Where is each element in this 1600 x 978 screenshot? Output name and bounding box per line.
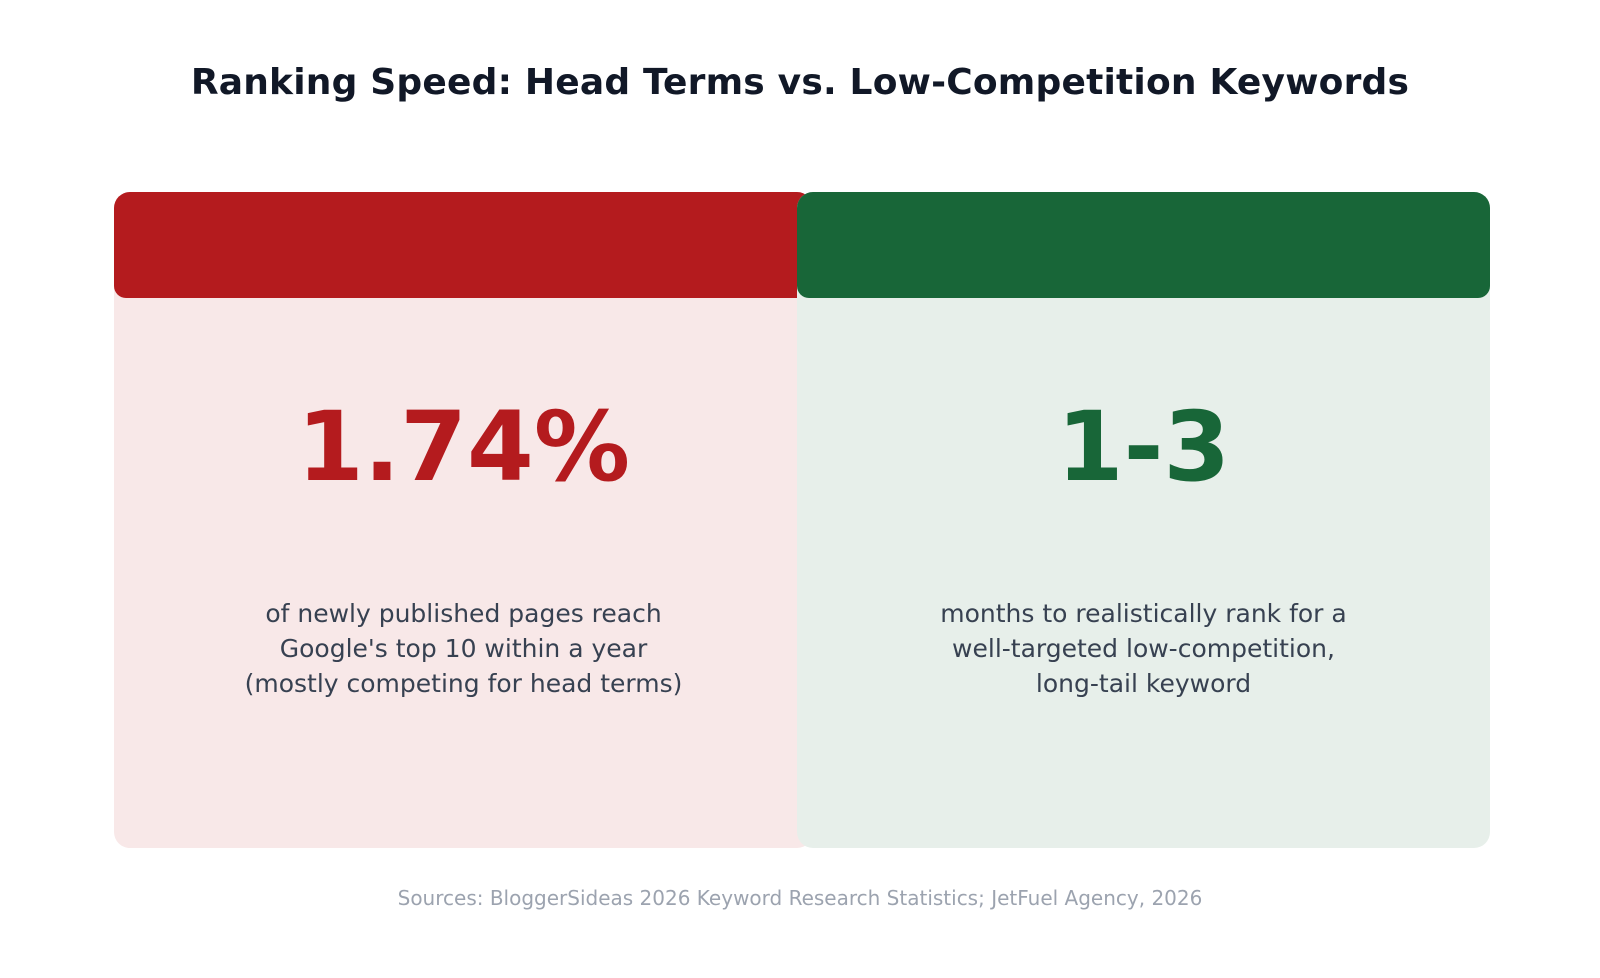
long-tail-card: 1-3 months to realistically rank for a w… <box>797 192 1490 848</box>
head-terms-description: of newly published pages reach Google's … <box>174 596 753 701</box>
long-tail-stat: 1-3 <box>1056 391 1231 503</box>
long-tail-card-header <box>797 192 1490 298</box>
long-tail-description-line: months to realistically rank for a <box>940 599 1347 628</box>
head-terms-description-line: Google's top 10 within a year <box>279 634 648 663</box>
head-terms-description-line: of newly published pages reach <box>265 599 662 628</box>
source-note: Sources: BloggerSideas 2026 Keyword Rese… <box>397 886 1203 910</box>
head-terms-card-header <box>114 192 813 298</box>
head-terms-card: 1.74% of newly published pages reach Goo… <box>114 192 813 848</box>
head-terms-stat: 1.74% <box>296 391 631 503</box>
page-title: Ranking Speed: Head Terms vs. Low-Compet… <box>190 62 1410 103</box>
long-tail-description-line: well-targeted low-competition, <box>952 634 1335 663</box>
long-tail-description: months to realistically rank for a well-… <box>857 596 1430 701</box>
head-terms-description-line: (mostly competing for head terms) <box>244 669 683 698</box>
long-tail-description-line: long-tail keyword <box>1035 669 1252 698</box>
